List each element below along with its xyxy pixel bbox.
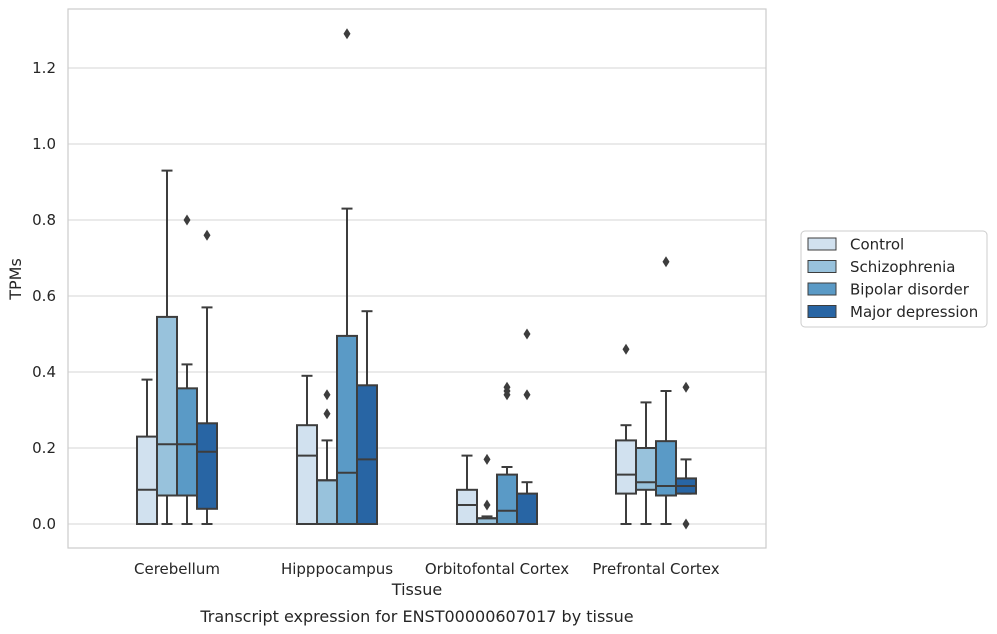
box xyxy=(356,310,378,525)
legend-swatch xyxy=(807,282,837,296)
legend-label: Major depression xyxy=(850,303,978,321)
box-body xyxy=(516,492,538,526)
legend-label: Schizophrenia xyxy=(850,258,955,276)
box-body xyxy=(655,440,677,497)
box-body xyxy=(176,387,198,497)
x-axis-ticks: Cerebellum Hipppocampus Orbitofontal Corte… xyxy=(134,560,720,578)
outlier-point xyxy=(483,499,491,511)
y-tick-label: 0.8 xyxy=(32,211,56,229)
box xyxy=(176,214,198,525)
box-body xyxy=(336,334,358,525)
box-body xyxy=(196,422,218,510)
legend-swatch xyxy=(807,260,837,273)
box xyxy=(655,256,677,525)
outlier-point xyxy=(323,389,331,401)
legend-frame xyxy=(800,230,988,328)
box xyxy=(496,381,518,526)
y-axis-title: TPMs xyxy=(6,258,25,301)
y-tick-label: 1.0 xyxy=(32,135,56,153)
x-axis-title: Tissue xyxy=(391,580,442,599)
box-series xyxy=(136,28,697,530)
legend-label: Bipolar disorder xyxy=(850,281,970,299)
box xyxy=(156,169,178,525)
x-tick-label: Cerebellum xyxy=(134,560,220,578)
outlier-point xyxy=(682,518,690,530)
box xyxy=(196,229,218,525)
box xyxy=(316,389,338,525)
outlier-point xyxy=(662,256,670,268)
outlier-point xyxy=(682,381,690,393)
plot-area-frame xyxy=(67,8,767,549)
outlier-point xyxy=(203,229,211,241)
box-body xyxy=(156,315,178,497)
outlier-point xyxy=(343,28,351,40)
box-body xyxy=(316,479,338,525)
y-tick-label: 0.0 xyxy=(32,515,56,533)
legend-label: Control xyxy=(850,236,904,254)
legend-swatch xyxy=(807,305,837,318)
box-body xyxy=(456,488,478,525)
box xyxy=(476,453,498,525)
outlier-point xyxy=(323,408,331,420)
x-tick-label: Prefrontal Cortex xyxy=(592,560,719,578)
outlier-point xyxy=(523,389,531,401)
x-tick-label: Orbitofontal Cortex xyxy=(425,560,569,578)
box xyxy=(296,374,318,526)
box xyxy=(336,28,358,525)
outlier-point xyxy=(183,214,191,226)
box-body xyxy=(496,473,518,526)
y-tick-label: 0.6 xyxy=(32,287,56,305)
box xyxy=(615,343,637,525)
y-tick-label: 1.2 xyxy=(32,59,56,77)
box-body xyxy=(615,439,637,495)
box xyxy=(675,381,697,530)
box-body xyxy=(356,384,378,525)
box-body xyxy=(296,424,318,526)
legend-swatch xyxy=(807,237,837,251)
box-body xyxy=(635,447,657,491)
box xyxy=(635,401,657,525)
box-body xyxy=(136,435,158,526)
x-tick-label: Hipppocampus xyxy=(281,560,393,578)
outlier-point xyxy=(622,343,630,355)
outlier-point xyxy=(483,453,491,465)
box xyxy=(516,328,538,526)
chart-caption: Transcript expression for ENST0000060701… xyxy=(199,607,633,626)
y-tick-label: 0.4 xyxy=(32,363,56,381)
outlier-point xyxy=(503,381,511,393)
box xyxy=(136,378,158,526)
box xyxy=(456,454,478,525)
outlier-point xyxy=(523,328,531,340)
y-tick-label: 0.2 xyxy=(32,439,56,457)
y-axis-ticks: 0.0 0.2 0.4 0.6 0.8 1.0 1.2 xyxy=(32,59,56,533)
legend: Control Schizophrenia Bipolar disorder Majo… xyxy=(800,230,988,328)
